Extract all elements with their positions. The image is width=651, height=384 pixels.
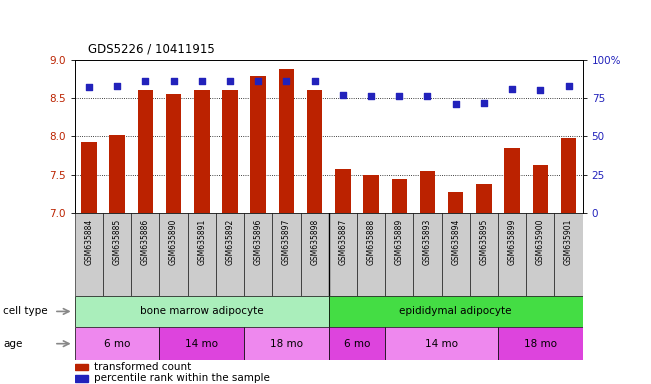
Point: [140, 78, 150, 84]
Bar: [244, 327, 329, 360]
Bar: [81, 142, 97, 213]
Text: GDS5226 / 10411915: GDS5226 / 10411915: [88, 43, 215, 56]
Text: epididymal adipocyte: epididymal adipocyte: [400, 306, 512, 316]
Point: [253, 78, 264, 84]
Text: GSM635889: GSM635889: [395, 219, 404, 265]
Point: [478, 99, 489, 106]
Bar: [75, 296, 329, 327]
Text: GSM635901: GSM635901: [564, 219, 573, 265]
Text: GSM635891: GSM635891: [197, 219, 206, 265]
Point: [450, 101, 461, 107]
Bar: [159, 327, 244, 360]
Bar: [159, 213, 187, 296]
Text: GSM635900: GSM635900: [536, 219, 545, 265]
Bar: [448, 192, 464, 213]
Bar: [533, 165, 548, 213]
Bar: [561, 138, 576, 213]
Text: GSM635885: GSM635885: [113, 219, 122, 265]
Bar: [307, 90, 322, 213]
Text: GSM635898: GSM635898: [310, 219, 319, 265]
Bar: [216, 213, 244, 296]
Text: 14 mo: 14 mo: [186, 339, 218, 349]
Bar: [357, 213, 385, 296]
Bar: [335, 169, 351, 213]
Bar: [476, 184, 492, 213]
Point: [535, 87, 546, 93]
Bar: [385, 327, 498, 360]
Text: GSM635892: GSM635892: [225, 219, 234, 265]
Text: 18 mo: 18 mo: [524, 339, 557, 349]
Bar: [526, 213, 555, 296]
Text: transformed count: transformed count: [94, 362, 191, 372]
Bar: [75, 213, 103, 296]
Bar: [441, 213, 470, 296]
Bar: [391, 179, 407, 213]
Bar: [329, 213, 357, 296]
Bar: [413, 213, 441, 296]
Text: cell type: cell type: [3, 306, 48, 316]
Text: percentile rank within the sample: percentile rank within the sample: [94, 373, 270, 383]
Text: GSM635897: GSM635897: [282, 219, 291, 265]
Bar: [385, 213, 413, 296]
Bar: [75, 375, 87, 382]
Bar: [132, 213, 159, 296]
Point: [197, 78, 207, 84]
Text: GSM635884: GSM635884: [85, 219, 94, 265]
Text: GSM635888: GSM635888: [367, 219, 376, 265]
Bar: [505, 148, 520, 213]
Text: 6 mo: 6 mo: [104, 339, 130, 349]
Bar: [498, 327, 583, 360]
Bar: [363, 175, 379, 213]
Bar: [301, 213, 329, 296]
Bar: [187, 213, 216, 296]
Bar: [251, 76, 266, 213]
Text: GSM635895: GSM635895: [479, 219, 488, 265]
Text: GSM635886: GSM635886: [141, 219, 150, 265]
Point: [422, 93, 433, 99]
Point: [563, 83, 574, 89]
Point: [84, 84, 94, 90]
Point: [507, 86, 518, 92]
Text: GSM635893: GSM635893: [423, 219, 432, 265]
Bar: [498, 213, 526, 296]
Bar: [470, 213, 498, 296]
Bar: [75, 364, 87, 370]
Text: age: age: [3, 339, 23, 349]
Point: [394, 93, 404, 99]
Bar: [420, 171, 436, 213]
Bar: [109, 135, 125, 213]
Bar: [279, 69, 294, 213]
Text: 18 mo: 18 mo: [270, 339, 303, 349]
Text: GSM635894: GSM635894: [451, 219, 460, 265]
Point: [169, 78, 179, 84]
Text: GSM635887: GSM635887: [339, 219, 348, 265]
Text: GSM635896: GSM635896: [254, 219, 263, 265]
Bar: [244, 213, 272, 296]
Point: [309, 78, 320, 84]
Bar: [329, 327, 385, 360]
Bar: [137, 90, 153, 213]
Point: [338, 92, 348, 98]
Bar: [222, 90, 238, 213]
Text: 14 mo: 14 mo: [425, 339, 458, 349]
Bar: [329, 296, 583, 327]
Point: [112, 83, 122, 89]
Bar: [272, 213, 301, 296]
Bar: [194, 90, 210, 213]
Text: bone marrow adipocyte: bone marrow adipocyte: [140, 306, 264, 316]
Text: 6 mo: 6 mo: [344, 339, 370, 349]
Bar: [75, 327, 159, 360]
Point: [366, 93, 376, 99]
Point: [281, 78, 292, 84]
Bar: [555, 213, 583, 296]
Bar: [103, 213, 132, 296]
Text: GSM635899: GSM635899: [508, 219, 517, 265]
Point: [225, 78, 235, 84]
Text: GSM635890: GSM635890: [169, 219, 178, 265]
Bar: [166, 94, 182, 213]
